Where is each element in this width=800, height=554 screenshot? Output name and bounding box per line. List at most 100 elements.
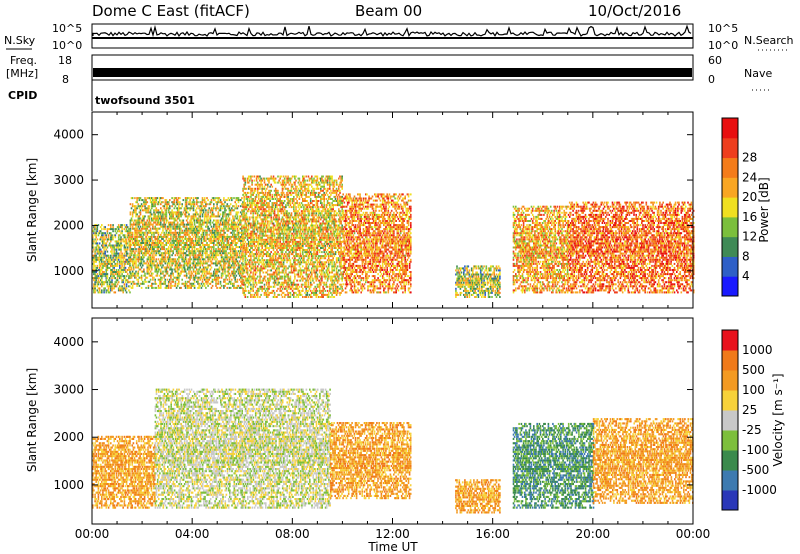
echo-cell xyxy=(231,242,233,244)
echo-cell xyxy=(173,260,176,263)
echo-cell xyxy=(160,286,162,289)
echo-cell xyxy=(222,235,224,238)
echo-cell xyxy=(103,262,105,265)
echo-cell xyxy=(288,230,291,233)
echo-cell xyxy=(149,201,152,204)
echo-cell xyxy=(98,248,101,251)
echo-cell xyxy=(198,215,200,218)
echo-cell xyxy=(216,282,218,285)
echo-cell xyxy=(280,261,283,264)
echo-cell xyxy=(210,235,213,238)
echo-cell xyxy=(184,235,187,238)
echo-cell xyxy=(137,272,140,275)
echo-cell xyxy=(217,213,220,216)
echo-cell xyxy=(216,244,218,246)
echo-cell xyxy=(111,248,113,251)
echo-cell xyxy=(252,242,254,245)
echo-cell xyxy=(233,272,235,275)
echo-cell xyxy=(157,215,160,218)
echo-cell xyxy=(244,214,247,217)
echo-cell xyxy=(176,231,179,234)
echo-cell xyxy=(269,279,271,282)
echo-cell xyxy=(269,230,271,233)
echo-cell xyxy=(163,221,165,224)
echo-cell xyxy=(217,231,220,234)
echo-cell xyxy=(174,237,177,240)
echo-cell xyxy=(154,266,156,269)
power-echo-field xyxy=(92,175,695,298)
echo-cell xyxy=(211,209,214,212)
echo-cell xyxy=(228,211,231,214)
echo-cell xyxy=(203,229,206,232)
echo-cell xyxy=(271,226,274,229)
echo-cell xyxy=(261,285,263,288)
echo-cell xyxy=(227,215,230,218)
echo-cell xyxy=(183,266,186,269)
echo-cell xyxy=(170,286,172,289)
echo-cell xyxy=(115,258,118,261)
echo-cell xyxy=(261,257,263,260)
echo-cell xyxy=(258,251,260,254)
echo-cell xyxy=(267,204,269,207)
echo-cell xyxy=(226,227,229,230)
echo-cell xyxy=(125,283,128,286)
echo-cell xyxy=(105,281,108,284)
echo-cell xyxy=(169,211,171,214)
echo-cell xyxy=(245,277,248,280)
echo-cell xyxy=(209,264,212,267)
echo-cell xyxy=(116,244,119,247)
echo-cell xyxy=(94,285,96,288)
echo-cell xyxy=(243,271,245,274)
echo-cell xyxy=(278,257,280,260)
echo-cell xyxy=(170,274,172,277)
echo-cell xyxy=(120,250,122,253)
echo-cell xyxy=(254,279,257,282)
echo-cell xyxy=(197,280,199,283)
echo-cell xyxy=(137,229,140,232)
echo-cell xyxy=(274,275,277,278)
echo-cell xyxy=(155,231,158,234)
echo-cell xyxy=(110,226,112,229)
echo-cell xyxy=(243,244,245,247)
echo-cell xyxy=(172,231,174,234)
echo-cell xyxy=(140,246,143,249)
echo-cell xyxy=(242,224,244,227)
echo-cell xyxy=(144,244,146,246)
echo-cell xyxy=(105,244,108,247)
echo-cell xyxy=(261,222,263,225)
echo-cell xyxy=(143,260,145,263)
echo-cell xyxy=(224,201,226,204)
echo-cell xyxy=(106,266,109,269)
echo-cell xyxy=(187,237,189,240)
echo-cell xyxy=(137,203,140,206)
echo-cell xyxy=(99,275,102,278)
echo-cell xyxy=(288,279,291,282)
echo-cell xyxy=(149,209,152,212)
echo-cell xyxy=(250,257,252,260)
echo-cell xyxy=(249,244,251,247)
echo-cell xyxy=(178,278,180,281)
echo-cell xyxy=(194,227,197,230)
echo-cell xyxy=(250,247,252,249)
echo-cell xyxy=(216,215,218,218)
echo-cell xyxy=(120,266,122,269)
echo-cell xyxy=(151,282,153,285)
echo-cell xyxy=(196,199,198,202)
echo-cell xyxy=(157,244,160,246)
echo-cell xyxy=(267,281,269,284)
echo-cell xyxy=(153,199,155,202)
echo-cell xyxy=(102,275,104,278)
echo-cell xyxy=(191,203,194,206)
echo-cell xyxy=(254,267,257,270)
echo-cell xyxy=(178,244,180,246)
echo-cell xyxy=(157,231,160,234)
echo-cell xyxy=(120,238,122,241)
echo-cell xyxy=(252,287,254,290)
echo-cell xyxy=(144,242,146,244)
echo-cell xyxy=(267,265,269,268)
echo-cell xyxy=(189,209,191,212)
echo-cell xyxy=(274,177,277,180)
echo-cell xyxy=(121,256,123,259)
echo-cell xyxy=(217,248,220,251)
echo-cell xyxy=(262,232,265,235)
